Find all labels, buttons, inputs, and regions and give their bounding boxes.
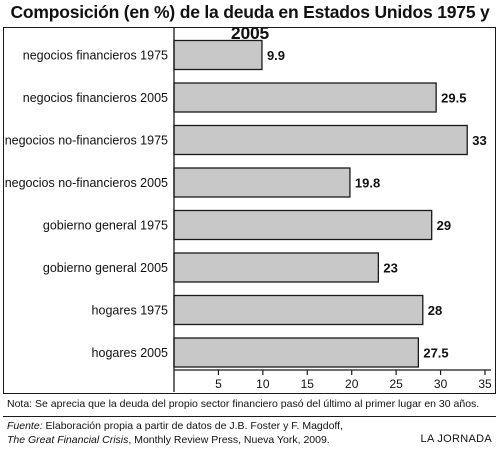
x-tick-label: 35 [478, 377, 492, 391]
data-label: 19.8 [355, 176, 380, 191]
chart-note: Nota: Se aprecia que la deuda del propio… [7, 398, 480, 410]
x-tick-label: 15 [301, 377, 315, 391]
source-label: Fuente: [7, 420, 43, 432]
category-label: hogares 1975 [92, 304, 169, 318]
data-label: 33 [472, 133, 486, 148]
data-label: 28 [428, 303, 442, 318]
category-label: negocios financieros 2005 [23, 91, 168, 105]
bar [173, 39, 263, 71]
bar [173, 82, 437, 113]
source-line2: , Monthly Review Press, Nueva York, 2009… [128, 434, 330, 446]
category-label: negocios no-financieros 1975 [5, 134, 168, 148]
bar [173, 209, 433, 241]
data-label: 27.5 [423, 346, 448, 361]
chart-frame: negocios financieros 1975 9.9 negocios fin… [3, 27, 496, 394]
category-label: gobierno general 2005 [43, 261, 168, 275]
source-text: Fuente: Elaboración propia a partir de d… [7, 419, 343, 447]
category-label: hogares 2005 [92, 346, 169, 360]
category-label: negocios no-financieros 2005 [5, 176, 168, 190]
x-tick-label: 10 [256, 377, 270, 391]
category-label: gobierno general 1975 [43, 219, 168, 233]
bar [173, 252, 380, 283]
x-tick-label: 5 [215, 377, 222, 391]
x-tick-label: 30 [434, 377, 448, 391]
source-line1: Elaboración propia a partir de datos de … [42, 420, 343, 432]
bar [173, 124, 468, 156]
chart-title: Composición (en %) de la deuda en Estado… [10, 2, 490, 43]
data-label: 29 [437, 218, 451, 233]
bar [173, 167, 351, 198]
bar [173, 294, 424, 326]
data-label: 23 [383, 261, 397, 276]
bar-chart: negocios financieros 1975 9.9 negocios fin… [5, 28, 492, 392]
category-label: negocios financieros 1975 [23, 49, 168, 63]
x-tick-label: 25 [389, 377, 403, 391]
x-tick-label: 20 [345, 377, 359, 391]
data-label: 9.9 [267, 48, 285, 63]
data-label: 29.5 [441, 91, 466, 106]
divider [3, 416, 496, 417]
source-book-title: The Great Financial Crisis [7, 434, 129, 446]
publisher-credit: LA JORNADA [420, 433, 492, 445]
bar [173, 337, 420, 368]
